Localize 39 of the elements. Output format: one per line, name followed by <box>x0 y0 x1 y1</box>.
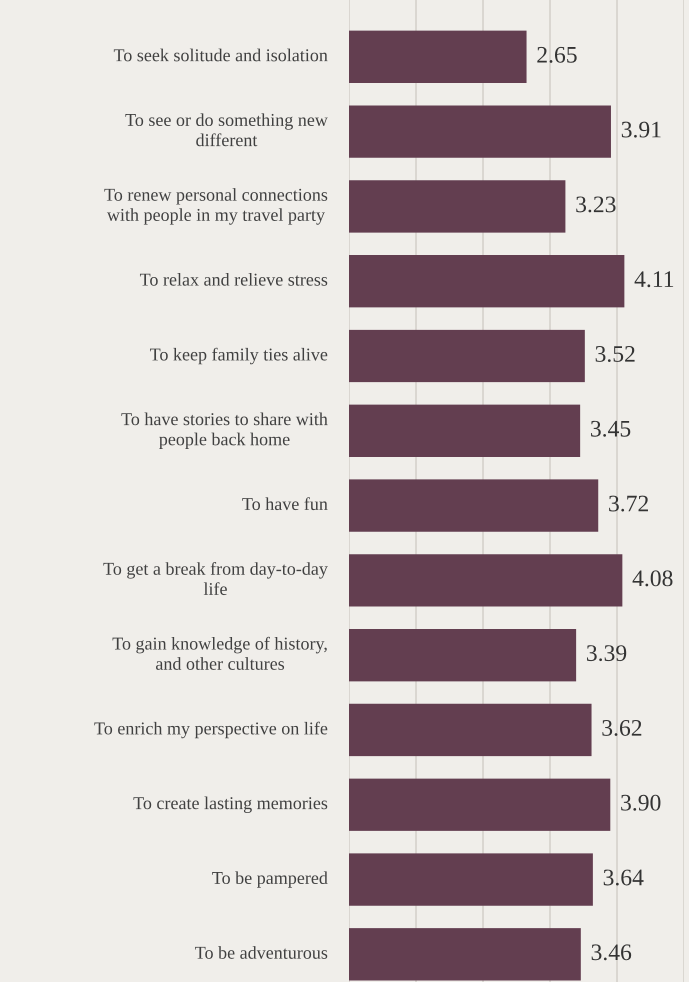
data-label: 3.45 <box>591 420 630 437</box>
data-label: 3.62 <box>602 720 642 736</box>
bar <box>349 404 580 457</box>
y-tick-label: To relax and relieve stress <box>140 273 328 286</box>
y-tick-label: To have fun <box>242 497 328 510</box>
bar <box>349 778 610 831</box>
bar <box>349 30 527 84</box>
data-label: 3.23 <box>576 196 616 212</box>
data-label: 3.52 <box>596 346 635 362</box>
data-label: 3.46 <box>592 944 632 960</box>
bar <box>349 479 598 532</box>
bar <box>349 853 593 906</box>
data-label: 4.11 <box>634 271 674 288</box>
data-label: 3.39 <box>586 645 626 662</box>
bar <box>349 255 624 308</box>
bar <box>349 554 622 607</box>
data-label: 3.90 <box>621 794 660 811</box>
bar <box>349 628 576 682</box>
y-tick-label: To create lasting memories <box>133 796 328 813</box>
y-tick-label: To have stories to share with people back home <box>121 412 328 450</box>
y-tick-label: To get a break from day-to-day life <box>103 562 328 596</box>
y-tick-label: To gain knowledge of history, and other cultures <box>112 636 327 670</box>
y-tick-label: To seek solitude and isolation <box>114 48 328 62</box>
data-label: 3.72 <box>609 496 648 512</box>
data-label: 2.65 <box>537 46 577 63</box>
y-tick-label: To renew personal connections with people in my travel party <box>104 188 328 225</box>
y-tick-label: To enrich my perspective on life <box>94 722 328 738</box>
y-tick-label: To be pampered <box>212 871 328 888</box>
bar <box>349 105 611 158</box>
bar <box>349 180 566 233</box>
data-label: 3.91 <box>622 122 661 138</box>
data-label: 3.64 <box>604 870 644 886</box>
y-tick-label: To keep family ties alive <box>150 348 328 364</box>
bar <box>349 928 581 981</box>
data-label: 4.08 <box>632 570 672 586</box>
bar <box>349 330 585 382</box>
y-tick-label: To see or do something new different <box>125 113 328 146</box>
y-tick-label: To be adventurous <box>195 946 328 959</box>
bar <box>349 704 592 756</box>
